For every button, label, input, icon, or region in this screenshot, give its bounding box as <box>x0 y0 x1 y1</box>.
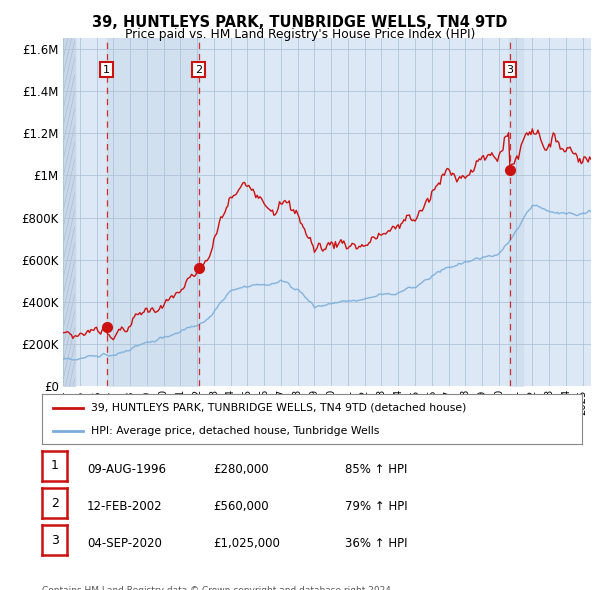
Text: £280,000: £280,000 <box>213 463 269 476</box>
Text: £1,025,000: £1,025,000 <box>213 537 280 550</box>
Text: 2: 2 <box>50 497 59 510</box>
Text: 04-SEP-2020: 04-SEP-2020 <box>87 537 162 550</box>
Text: 2: 2 <box>195 65 202 75</box>
Text: HPI: Average price, detached house, Tunbridge Wells: HPI: Average price, detached house, Tunb… <box>91 426 379 436</box>
Text: 1: 1 <box>103 65 110 75</box>
Text: 3: 3 <box>50 534 59 547</box>
Text: 09-AUG-1996: 09-AUG-1996 <box>87 463 166 476</box>
Text: 79% ↑ HPI: 79% ↑ HPI <box>345 500 407 513</box>
Text: £560,000: £560,000 <box>213 500 269 513</box>
Text: 39, HUNTLEYS PARK, TUNBRIDGE WELLS, TN4 9TD: 39, HUNTLEYS PARK, TUNBRIDGE WELLS, TN4 … <box>92 15 508 30</box>
Text: 1: 1 <box>50 460 59 473</box>
Text: 12-FEB-2002: 12-FEB-2002 <box>87 500 163 513</box>
Text: 3: 3 <box>506 65 514 75</box>
Text: Price paid vs. HM Land Registry's House Price Index (HPI): Price paid vs. HM Land Registry's House … <box>125 28 475 41</box>
Text: 36% ↑ HPI: 36% ↑ HPI <box>345 537 407 550</box>
Text: 85% ↑ HPI: 85% ↑ HPI <box>345 463 407 476</box>
Text: 39, HUNTLEYS PARK, TUNBRIDGE WELLS, TN4 9TD (detached house): 39, HUNTLEYS PARK, TUNBRIDGE WELLS, TN4 … <box>91 402 466 412</box>
Text: Contains HM Land Registry data © Crown copyright and database right 2024.: Contains HM Land Registry data © Crown c… <box>42 586 394 590</box>
